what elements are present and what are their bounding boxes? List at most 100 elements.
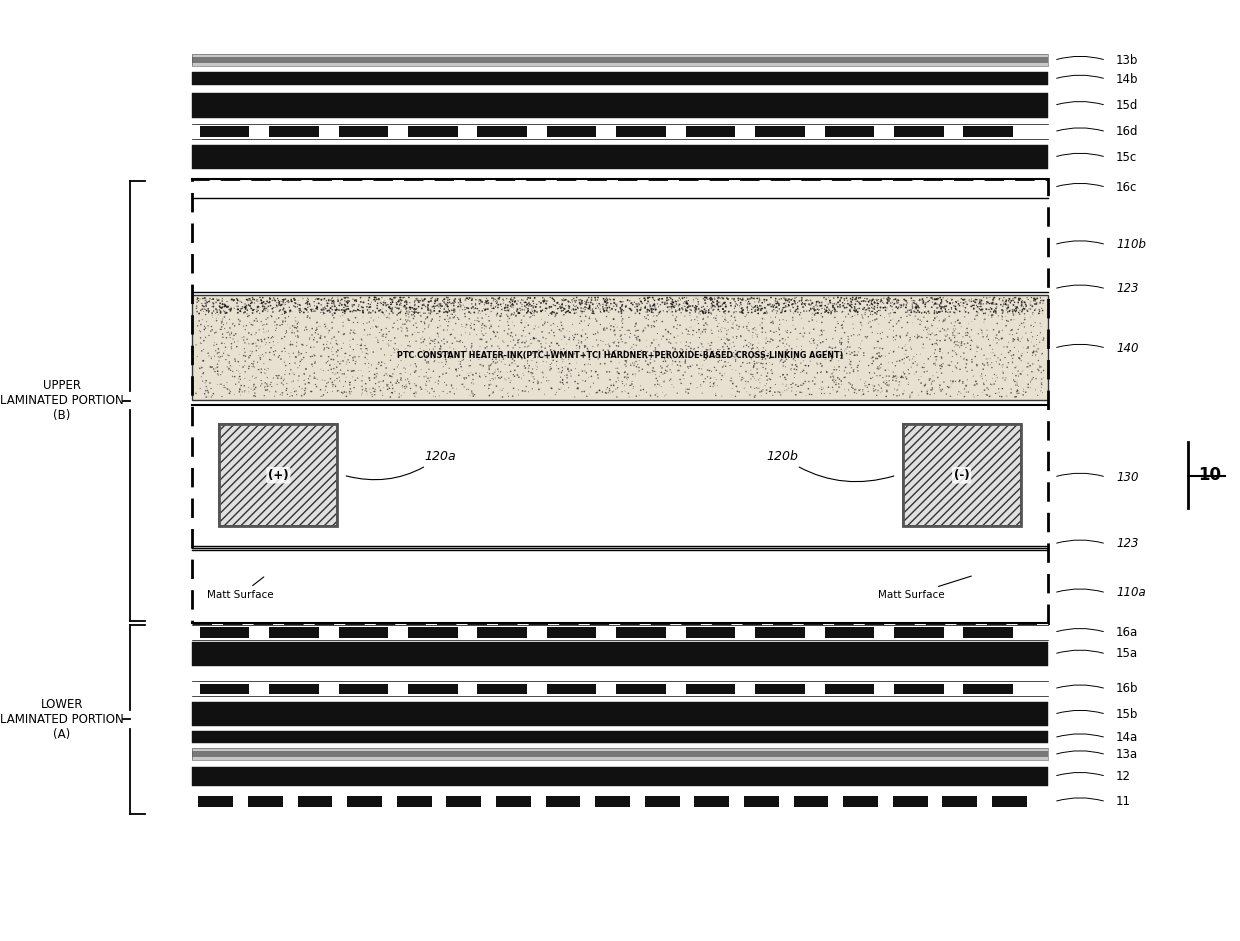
Point (288, 328, 308, 343)
Point (831, 337, 851, 352)
Point (311, 348, 331, 363)
Point (632, 295, 652, 311)
Point (678, 324, 698, 339)
Point (516, 360, 536, 375)
Point (334, 303, 353, 318)
Point (903, 315, 923, 330)
Point (879, 378, 899, 393)
Point (833, 304, 853, 319)
Point (497, 300, 517, 315)
Point (775, 371, 795, 386)
Point (821, 295, 841, 311)
Point (200, 294, 219, 309)
Point (857, 297, 877, 312)
Point (528, 333, 548, 348)
Point (863, 297, 883, 312)
Point (1021, 359, 1040, 374)
Point (863, 301, 883, 316)
Point (867, 368, 887, 383)
Point (879, 292, 899, 307)
Point (515, 335, 534, 350)
Point (336, 374, 356, 389)
Point (725, 295, 745, 310)
Point (470, 306, 490, 321)
Point (415, 299, 435, 314)
Point (575, 327, 595, 342)
Point (868, 298, 888, 313)
Point (945, 330, 965, 345)
Point (365, 387, 384, 402)
Point (475, 302, 495, 317)
Point (588, 290, 608, 305)
Point (704, 378, 724, 393)
Point (806, 371, 826, 386)
Point (533, 294, 553, 309)
Point (389, 390, 409, 405)
Point (703, 346, 723, 361)
Point (999, 292, 1019, 307)
Point (961, 341, 981, 356)
Point (223, 364, 243, 379)
Point (930, 324, 950, 339)
Point (973, 329, 993, 344)
Point (1006, 304, 1025, 319)
Point (839, 352, 859, 367)
Point (742, 362, 761, 377)
Point (620, 310, 640, 325)
Point (959, 305, 978, 320)
Point (217, 326, 237, 341)
Point (459, 301, 479, 316)
Point (966, 374, 986, 389)
Point (264, 371, 284, 386)
Point (1012, 348, 1032, 363)
Point (936, 328, 956, 343)
Point (920, 327, 940, 343)
Point (825, 343, 844, 359)
Point (443, 348, 463, 363)
Point (673, 368, 693, 383)
Point (802, 310, 822, 325)
Point (314, 301, 334, 316)
Point (820, 295, 839, 310)
Point (815, 386, 835, 401)
Point (717, 299, 737, 314)
Point (569, 293, 589, 308)
Point (753, 321, 773, 336)
Point (650, 304, 670, 319)
Point (1018, 359, 1038, 375)
Point (854, 387, 874, 402)
Point (925, 292, 945, 307)
Point (207, 305, 227, 320)
Point (331, 309, 351, 324)
Point (851, 336, 870, 351)
Point (942, 349, 962, 364)
Point (424, 298, 444, 313)
Point (957, 364, 977, 379)
Point (193, 291, 213, 306)
Point (578, 318, 598, 333)
Point (392, 293, 412, 308)
Point (637, 302, 657, 317)
Point (992, 390, 1012, 405)
Point (272, 331, 291, 346)
Point (280, 337, 300, 352)
Point (494, 335, 513, 350)
Point (890, 297, 910, 312)
Point (808, 294, 828, 309)
Point (986, 368, 1006, 383)
Point (1028, 353, 1048, 368)
Point (329, 343, 348, 358)
Point (667, 358, 687, 373)
Point (667, 317, 687, 332)
Point (625, 327, 645, 343)
Point (252, 365, 272, 380)
Point (491, 309, 511, 324)
Point (579, 301, 599, 316)
Point (212, 300, 232, 315)
Point (569, 335, 589, 350)
Point (404, 365, 424, 380)
Point (748, 381, 768, 396)
Point (575, 363, 595, 378)
Point (257, 296, 277, 311)
Point (992, 359, 1012, 375)
